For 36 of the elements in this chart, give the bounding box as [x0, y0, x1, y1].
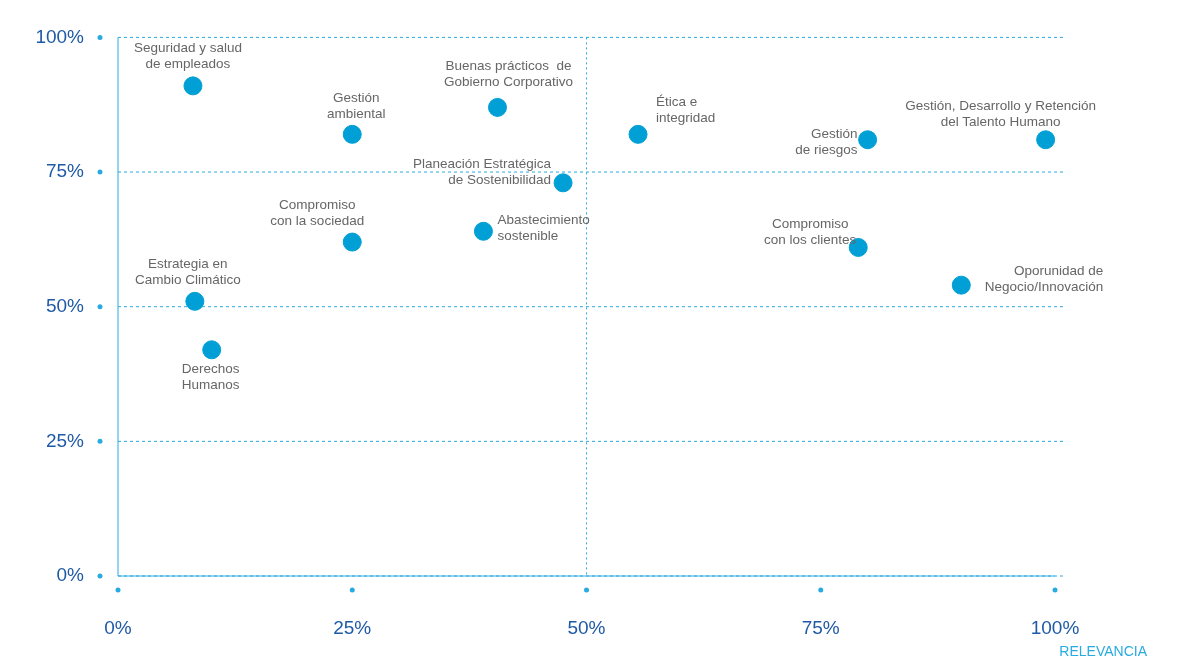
- point: [342, 124, 362, 144]
- series-label: Estrategia en Cambio Climático: [134, 256, 241, 288]
- point: [185, 291, 205, 311]
- x-axis-title: RELEVANCIA: [1059, 642, 1148, 659]
- text: Gestión, Desarrollo y Retención del Talento Humano: [905, 98, 1096, 130]
- series-label: Compromiso con los clientes: [764, 216, 857, 248]
- point: [858, 130, 878, 150]
- point: [342, 232, 362, 252]
- x-tick-label: 50%: [567, 616, 606, 638]
- series-label: Oporunidad de Negocio/Innovación: [984, 262, 1104, 294]
- y-tick-label: 50%: [45, 294, 85, 316]
- series-label: Buenas prácticos de Gobierno Corporativo: [443, 58, 574, 90]
- series-label: Abastecimiento sostenible: [497, 212, 590, 244]
- y-tick-label: 25%: [45, 429, 85, 451]
- series-label: Compromiso con la sociedad: [270, 196, 365, 228]
- x-tick-label: 100%: [1030, 616, 1080, 638]
- x-tick-label: 0%: [104, 616, 132, 638]
- point: [473, 221, 493, 241]
- series-label: Derechos Humanos: [181, 360, 240, 392]
- series-label: Seguridad y salud de empleados: [133, 39, 242, 71]
- point: [202, 340, 222, 360]
- x-tick-label: 75%: [801, 616, 840, 638]
- series-label: Gestión ambiental: [326, 90, 386, 122]
- series-label: Ética e integridad: [656, 94, 716, 126]
- series-label: Gestión de riesgos: [795, 126, 858, 158]
- point: [951, 275, 971, 295]
- point: [487, 97, 507, 117]
- y-tick-label: 75%: [45, 160, 85, 182]
- y-tick-label: 0%: [56, 564, 85, 586]
- point: [628, 124, 648, 144]
- y-tick-label: 100%: [35, 25, 85, 47]
- point: [1036, 130, 1055, 150]
- point: [183, 76, 203, 96]
- x-tick-label: 25%: [333, 616, 372, 638]
- point: [553, 173, 573, 193]
- series-label: Planeación Estratégica de Sostenibilidad: [412, 155, 552, 187]
